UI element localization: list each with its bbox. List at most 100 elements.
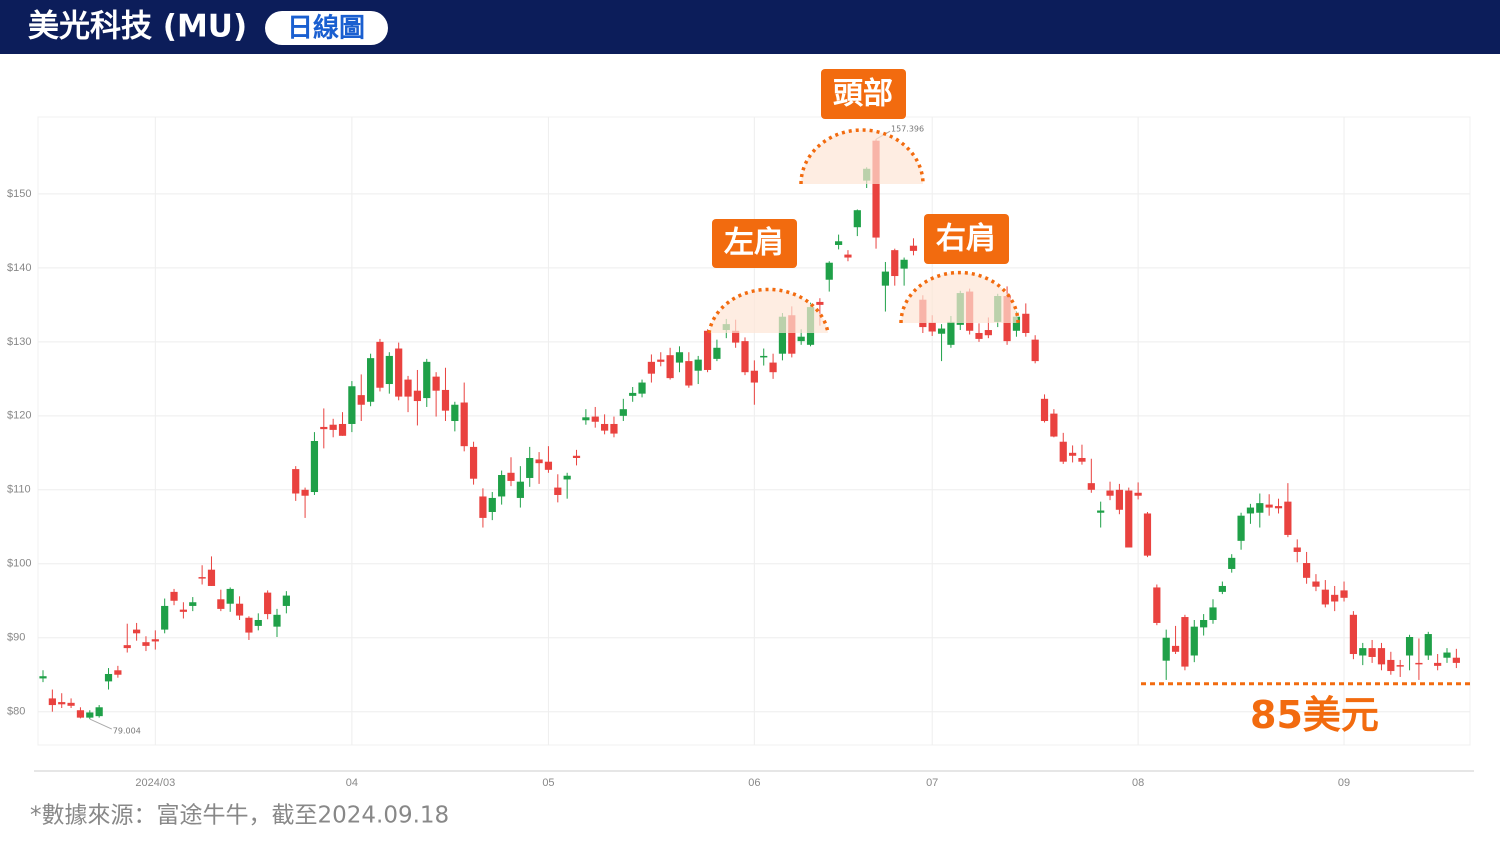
candle-body (385, 355, 393, 385)
candle-body (1181, 617, 1189, 667)
candle-body (217, 599, 225, 609)
candle-body (395, 348, 403, 397)
candle-body (516, 481, 524, 498)
candle-body (179, 609, 187, 612)
candle-body (1134, 492, 1142, 496)
candle-body (1012, 316, 1021, 331)
candle-body (1115, 489, 1123, 510)
candle-body (1171, 645, 1180, 652)
candle-body (104, 673, 113, 682)
candle-body (666, 355, 674, 379)
x-tick-label: 2024/03 (135, 777, 175, 789)
candle-body (226, 588, 234, 604)
candle-body (760, 355, 768, 358)
candle-body (619, 409, 627, 416)
plot: $80 $90 $100 $110 $120 $130 $140 $150 2024/03 04 0… (7, 116, 1474, 789)
candle-body (1452, 657, 1460, 663)
candle-body (1125, 490, 1133, 548)
candle-body (292, 469, 300, 494)
label-box (712, 219, 797, 268)
candle-body (750, 370, 758, 383)
y-tick-label: $80 (7, 706, 25, 718)
candle-body (86, 712, 94, 718)
candle-body (1293, 547, 1301, 552)
candle-body (357, 395, 365, 405)
candle-body (1246, 507, 1255, 514)
candle-body (1097, 510, 1105, 513)
candle-body (507, 472, 515, 481)
candle-body (114, 670, 122, 675)
candle-body (404, 379, 412, 397)
candle-body (451, 404, 459, 422)
candle-body (76, 710, 85, 718)
candle-body (1396, 665, 1404, 667)
candle-body (367, 358, 375, 402)
candle-body (647, 361, 655, 374)
candle-body (825, 262, 833, 280)
candle-body (413, 390, 421, 402)
candle-body (1424, 634, 1432, 656)
candle-body (254, 619, 262, 626)
candle-body (273, 614, 281, 627)
candle-body (1284, 501, 1292, 535)
high-label: 157.396 (891, 125, 924, 134)
candle-body (853, 210, 861, 228)
candle-body (133, 629, 141, 634)
y-tick-label: $150 (7, 188, 31, 200)
candle-body (984, 330, 992, 336)
candle-body (479, 496, 487, 518)
x-tick-label: 07 (926, 777, 938, 789)
candle-body (732, 330, 740, 343)
candle-body (1022, 313, 1030, 333)
candle-body (685, 361, 693, 386)
y-tick-label: $140 (7, 262, 31, 274)
x-tick-label: 04 (346, 777, 358, 789)
candle-body (1087, 483, 1095, 490)
candle-body (937, 328, 946, 334)
candle-body (1078, 457, 1086, 462)
footer-source: *數據來源：富途牛牛，截至2024.09.18 (30, 803, 449, 829)
candle-body (207, 569, 216, 586)
candle-body (376, 341, 384, 388)
candle-body (189, 602, 197, 606)
x-tick-label: 06 (748, 777, 760, 789)
candle-body (198, 577, 206, 579)
candle-body (338, 423, 347, 436)
candle-body (778, 316, 787, 354)
candle-body (1040, 398, 1049, 422)
candle-body (788, 315, 796, 354)
header-title: 美光科技 (MU) (28, 9, 247, 45)
x-tick-label: 05 (542, 777, 554, 789)
candle-body (441, 389, 450, 411)
candle-body (1265, 504, 1273, 508)
header-bar (0, 0, 1500, 54)
candle-body (835, 241, 843, 245)
candle-body (1162, 637, 1170, 661)
candle-body (1349, 614, 1357, 655)
candle-body (264, 592, 272, 615)
candle-body (675, 352, 684, 363)
candle-body (488, 497, 496, 512)
label-box (924, 214, 1009, 264)
candle-body (1143, 513, 1152, 556)
candle-body (151, 639, 159, 642)
candle-body (1434, 662, 1442, 666)
candle-body (1218, 585, 1226, 592)
candle-body (348, 386, 356, 424)
badge (265, 11, 388, 45)
candle-body (629, 392, 637, 396)
candle-body (1031, 339, 1039, 362)
candle-body (1415, 662, 1423, 665)
candle-body (310, 440, 319, 493)
candle-body (872, 140, 880, 238)
candle-body (741, 341, 749, 373)
candle-body (1359, 648, 1367, 656)
candle-body (1256, 503, 1264, 513)
candle-body (48, 698, 56, 706)
candle-body (544, 461, 553, 470)
candle-body (123, 645, 131, 649)
candle-body (881, 271, 889, 286)
candle-body (460, 402, 468, 447)
head-label: 頭部 (833, 77, 893, 112)
